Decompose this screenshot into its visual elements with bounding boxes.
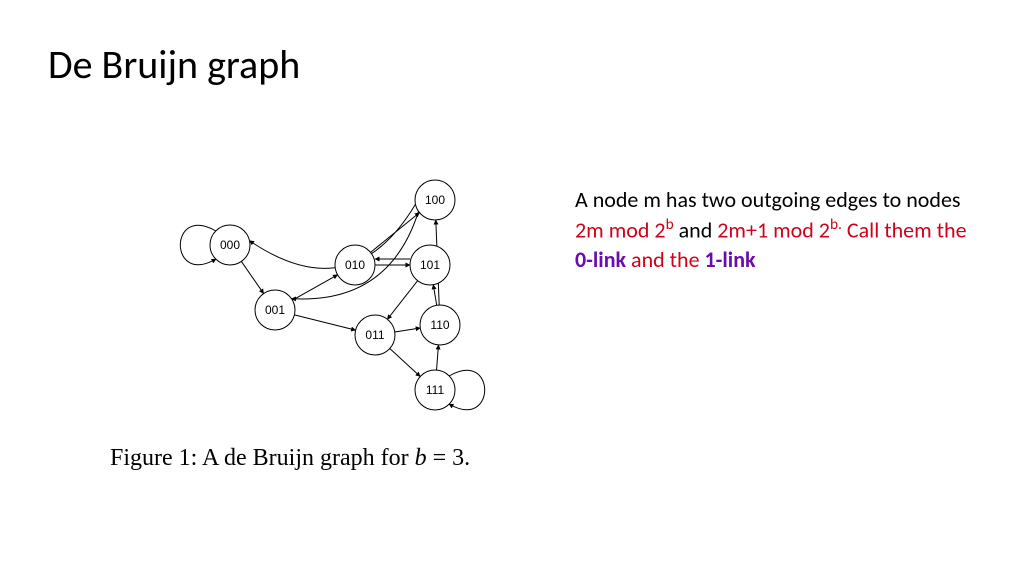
formula-2a: 2m+1 mod 2 <box>717 216 830 243</box>
link-1: 1-link <box>705 246 756 273</box>
caption-var: b <box>415 445 427 471</box>
slide: De Bruijn graph 000 001 010 011 100 101 110 111… <box>0 0 1024 576</box>
graph-svg: 000 001 010 011 100 101 110 111 <box>160 150 520 410</box>
page-title: De Bruijn graph <box>48 40 300 89</box>
graph-node-label: 100 <box>425 193 445 207</box>
formula-1b: b <box>666 215 674 234</box>
de-bruijn-graph: 000 001 010 011 100 101 110 111 <box>160 150 520 410</box>
graph-node-label: 101 <box>420 258 440 272</box>
caption-prefix: Figure 1: A de Bruijn graph for <box>110 445 415 471</box>
desc-l2a: Call them the <box>847 216 967 243</box>
graph-node-label: 111 <box>426 383 445 397</box>
formula-2b: b. <box>830 215 842 234</box>
desc-l1a: A node m has two outgoing edges to nodes <box>575 186 961 213</box>
formula-1a: 2m mod 2 <box>575 216 666 243</box>
desc-and: and the <box>626 246 704 273</box>
desc-mid: and <box>674 216 718 243</box>
link-0: 0-link <box>575 246 626 273</box>
description-text: A node m has two outgoing edges to nodes… <box>575 185 975 274</box>
caption-eq: = 3. <box>427 445 471 471</box>
graph-node-label: 010 <box>345 258 365 272</box>
graph-node-label: 110 <box>430 318 449 332</box>
graph-node-label: 000 <box>220 238 240 252</box>
graph-node-label: 001 <box>265 303 285 317</box>
graph-node-label: 011 <box>365 328 384 342</box>
figure-caption: Figure 1: A de Bruijn graph for b = 3. <box>110 445 470 472</box>
